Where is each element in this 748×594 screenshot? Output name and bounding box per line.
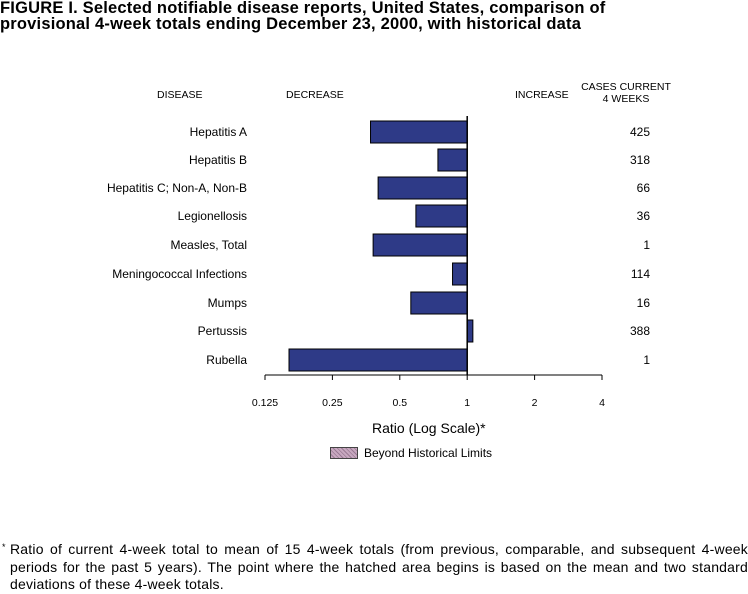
x-tick-label: 0.125 xyxy=(251,397,279,409)
legend-label: Beyond Historical Limits xyxy=(364,446,493,460)
disease-label: Rubella xyxy=(206,353,247,367)
cases-header-line-2: 4 WEEKS xyxy=(602,93,650,105)
bar-pertussis xyxy=(466,319,474,343)
case-count: 318 xyxy=(629,153,650,167)
case-count: 66 xyxy=(636,181,650,195)
case-count: 16 xyxy=(636,296,650,310)
bar-hepatitis-a xyxy=(370,120,468,144)
case-count: 425 xyxy=(629,125,650,139)
legend-hatch-swatch xyxy=(330,447,358,459)
bar-meningococcal-infections xyxy=(452,262,468,286)
disease-header: DISEASE xyxy=(157,89,203,101)
x-tick-label: 1 xyxy=(464,397,471,409)
disease-label: Legionellosis xyxy=(177,209,247,223)
figure-title: FIGURE I. Selected notifiable disease re… xyxy=(0,0,748,32)
bar-mumps xyxy=(410,291,468,315)
bar-legionellosis xyxy=(415,204,468,228)
x-axis-label: Ratio (Log Scale)* xyxy=(372,420,486,436)
title-line-1: FIGURE I. Selected notifiable disease re… xyxy=(0,0,606,17)
increase-header: INCREASE xyxy=(515,89,569,101)
case-count: 1 xyxy=(643,353,650,367)
disease-label: Measles, Total xyxy=(170,238,247,252)
disease-label: Mumps xyxy=(207,296,247,310)
disease-label: Hepatitis A xyxy=(189,125,247,139)
footnote-mark: * xyxy=(2,542,6,552)
bar-rubella xyxy=(288,348,468,372)
bar-hepatitis-b xyxy=(437,148,468,172)
x-tick-label: 0.5 xyxy=(392,397,408,409)
disease-label: Hepatitis B xyxy=(188,153,247,167)
case-count: 114 xyxy=(630,267,650,281)
case-count: 36 xyxy=(636,209,650,223)
disease-label: Hepatitis C; Non-A, Non-B xyxy=(106,181,247,195)
case-count: 388 xyxy=(629,324,650,338)
decrease-header: DECREASE xyxy=(286,89,344,101)
title-line-2: provisional 4-week totals ending Decembe… xyxy=(0,15,582,33)
bar-measles-total xyxy=(372,233,468,257)
cases-header-line-1: CASES CURRENT xyxy=(581,81,671,93)
disease-label: Pertussis xyxy=(197,324,247,338)
disease-label: Meningococcal Infections xyxy=(112,267,247,281)
case-count: 1 xyxy=(643,238,650,252)
footnote: Ratio of current 4-week total to mean of… xyxy=(10,541,748,592)
bar-hepatitis-c-non-a-non-b xyxy=(377,176,468,200)
x-tick-label: 2 xyxy=(531,397,538,409)
x-tick-label: 4 xyxy=(599,397,605,409)
x-tick-label: 0.25 xyxy=(322,397,343,409)
cases-header: CASES CURRENT 4 WEEKS xyxy=(571,81,681,105)
